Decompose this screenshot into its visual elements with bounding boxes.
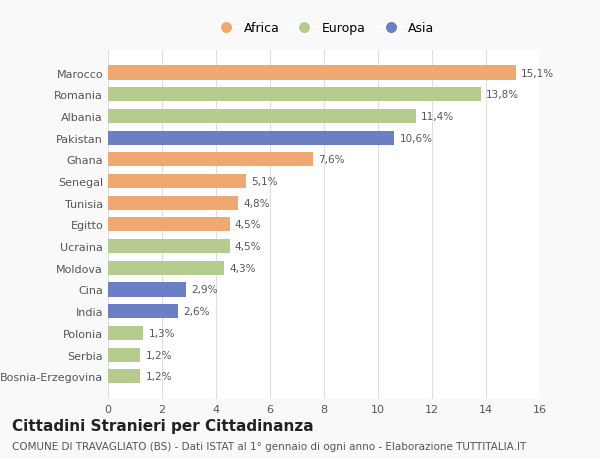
- Text: 15,1%: 15,1%: [521, 68, 554, 78]
- Bar: [108, 174, 246, 189]
- Text: 13,8%: 13,8%: [486, 90, 519, 100]
- Text: 1,2%: 1,2%: [146, 350, 172, 360]
- Bar: [108, 110, 416, 124]
- Text: Cittadini Stranieri per Cittadinanza: Cittadini Stranieri per Cittadinanza: [12, 418, 314, 433]
- Text: 4,5%: 4,5%: [235, 241, 262, 252]
- Bar: [108, 131, 394, 146]
- Bar: [108, 67, 516, 80]
- Text: 1,3%: 1,3%: [149, 328, 175, 338]
- Bar: [108, 196, 238, 210]
- Bar: [108, 218, 229, 232]
- Text: 10,6%: 10,6%: [400, 133, 433, 143]
- Bar: [108, 304, 178, 319]
- Legend: Africa, Europa, Asia: Africa, Europa, Asia: [214, 22, 434, 35]
- Bar: [108, 326, 143, 340]
- Text: COMUNE DI TRAVAGLIATO (BS) - Dati ISTAT al 1° gennaio di ogni anno - Elaborazion: COMUNE DI TRAVAGLIATO (BS) - Dati ISTAT …: [12, 441, 526, 451]
- Text: 5,1%: 5,1%: [251, 177, 278, 187]
- Text: 2,9%: 2,9%: [192, 285, 218, 295]
- Text: 7,6%: 7,6%: [319, 155, 345, 165]
- Text: 4,8%: 4,8%: [243, 198, 269, 208]
- Bar: [108, 283, 187, 297]
- Bar: [108, 348, 140, 362]
- Text: 1,2%: 1,2%: [146, 371, 172, 381]
- Bar: [108, 88, 481, 102]
- Text: 4,5%: 4,5%: [235, 220, 262, 230]
- Text: 11,4%: 11,4%: [421, 112, 454, 122]
- Text: 4,3%: 4,3%: [229, 263, 256, 273]
- Text: 2,6%: 2,6%: [184, 307, 210, 317]
- Bar: [108, 261, 224, 275]
- Bar: [108, 153, 313, 167]
- Bar: [108, 369, 140, 383]
- Bar: [108, 240, 229, 253]
